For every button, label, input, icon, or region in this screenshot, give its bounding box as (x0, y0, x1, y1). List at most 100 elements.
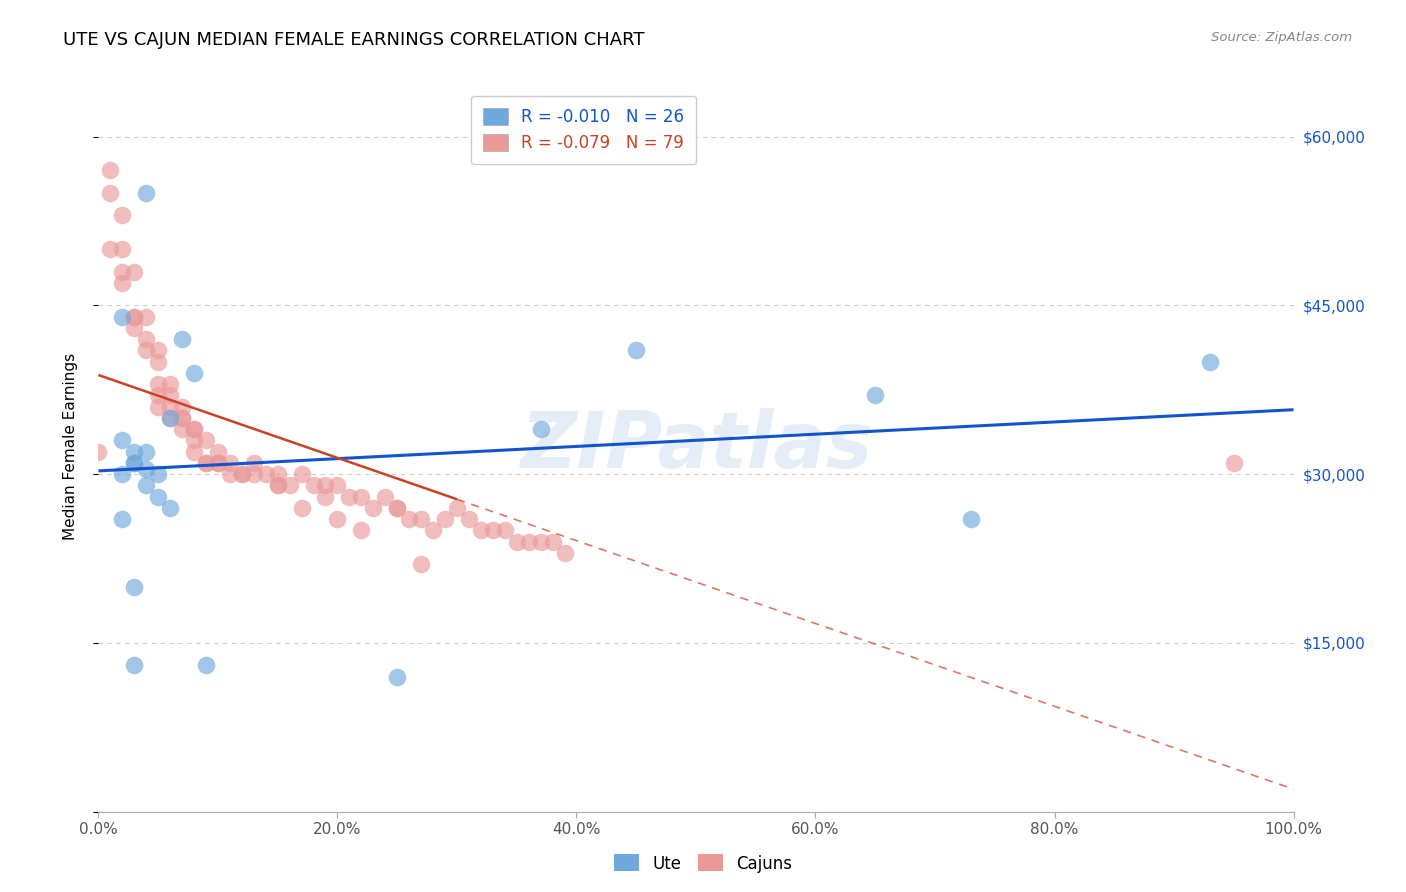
Point (124, 310, 146, 324)
Point (626, 343, 648, 358)
Point (231, 467, 253, 482)
Text: UTE VS CAJUN MEDIAN FEMALE EARNINGS CORRELATION CHART: UTE VS CAJUN MEDIAN FEMALE EARNINGS CORR… (63, 31, 645, 49)
Point (111, 512, 134, 526)
Point (207, 444, 229, 458)
Point (291, 467, 314, 482)
Point (1223, 456, 1246, 470)
Point (148, 377, 170, 392)
Point (385, 670, 409, 684)
Point (172, 400, 194, 414)
Point (159, 410, 181, 425)
Point (111, 467, 134, 482)
Point (541, 534, 564, 549)
Point (98, 163, 122, 178)
Point (124, 580, 146, 594)
Point (398, 512, 420, 526)
Point (172, 332, 194, 346)
Point (98, 186, 122, 200)
Point (530, 534, 553, 549)
Point (554, 546, 576, 560)
Point (326, 478, 349, 492)
Point (98, 242, 122, 256)
Point (195, 456, 218, 470)
Point (517, 534, 540, 549)
Point (481, 524, 505, 538)
Point (148, 467, 170, 482)
Point (350, 524, 373, 538)
Point (339, 490, 361, 504)
Point (124, 456, 146, 470)
Point (159, 400, 181, 414)
Point (195, 434, 218, 448)
Point (159, 388, 181, 402)
Point (385, 500, 409, 515)
Point (411, 557, 433, 571)
Point (434, 512, 457, 526)
Point (111, 242, 134, 256)
Point (159, 410, 181, 425)
Text: Source: ZipAtlas.com: Source: ZipAtlas.com (1212, 31, 1353, 45)
Point (172, 422, 194, 436)
Point (374, 490, 396, 504)
Point (135, 444, 157, 458)
Point (111, 310, 134, 324)
Point (135, 461, 157, 475)
Point (172, 410, 194, 425)
Point (254, 467, 277, 482)
Point (411, 512, 433, 526)
Point (291, 500, 314, 515)
Point (135, 332, 157, 346)
Point (385, 500, 409, 515)
Point (148, 400, 170, 414)
Point (159, 377, 181, 392)
Point (302, 478, 325, 492)
Point (326, 512, 349, 526)
Point (124, 321, 146, 335)
Point (159, 500, 181, 515)
Point (1199, 354, 1222, 368)
Text: ZIPatlas: ZIPatlas (520, 408, 872, 484)
Point (219, 467, 242, 482)
Legend: Ute, Cajuns: Ute, Cajuns (607, 847, 799, 880)
Point (183, 422, 205, 436)
Point (207, 456, 229, 470)
Point (315, 478, 337, 492)
Point (183, 366, 205, 380)
Point (267, 478, 290, 492)
Point (148, 354, 170, 368)
Point (231, 467, 253, 482)
Point (865, 388, 887, 402)
Point (111, 434, 134, 448)
Point (87, 444, 110, 458)
Point (111, 264, 134, 278)
Point (124, 456, 146, 470)
Point (135, 310, 157, 324)
Point (960, 512, 983, 526)
Point (148, 343, 170, 358)
Point (195, 658, 218, 673)
Point (148, 388, 170, 402)
Point (111, 276, 134, 290)
Y-axis label: Median Female Earnings: Median Female Earnings (63, 352, 77, 540)
Point (267, 478, 290, 492)
Point (422, 524, 444, 538)
Point (243, 456, 266, 470)
Point (148, 490, 170, 504)
Point (315, 490, 337, 504)
Point (458, 512, 481, 526)
Point (135, 343, 157, 358)
Point (219, 456, 242, 470)
Point (172, 410, 194, 425)
Point (124, 264, 146, 278)
Point (243, 467, 266, 482)
Point (530, 422, 553, 436)
Point (111, 208, 134, 222)
Point (195, 456, 218, 470)
Point (350, 490, 373, 504)
Point (494, 524, 516, 538)
Point (135, 478, 157, 492)
Point (470, 524, 492, 538)
Legend: R = -0.010   N = 26, R = -0.079   N = 79: R = -0.010 N = 26, R = -0.079 N = 79 (471, 96, 696, 164)
Point (183, 422, 205, 436)
Point (363, 500, 385, 515)
